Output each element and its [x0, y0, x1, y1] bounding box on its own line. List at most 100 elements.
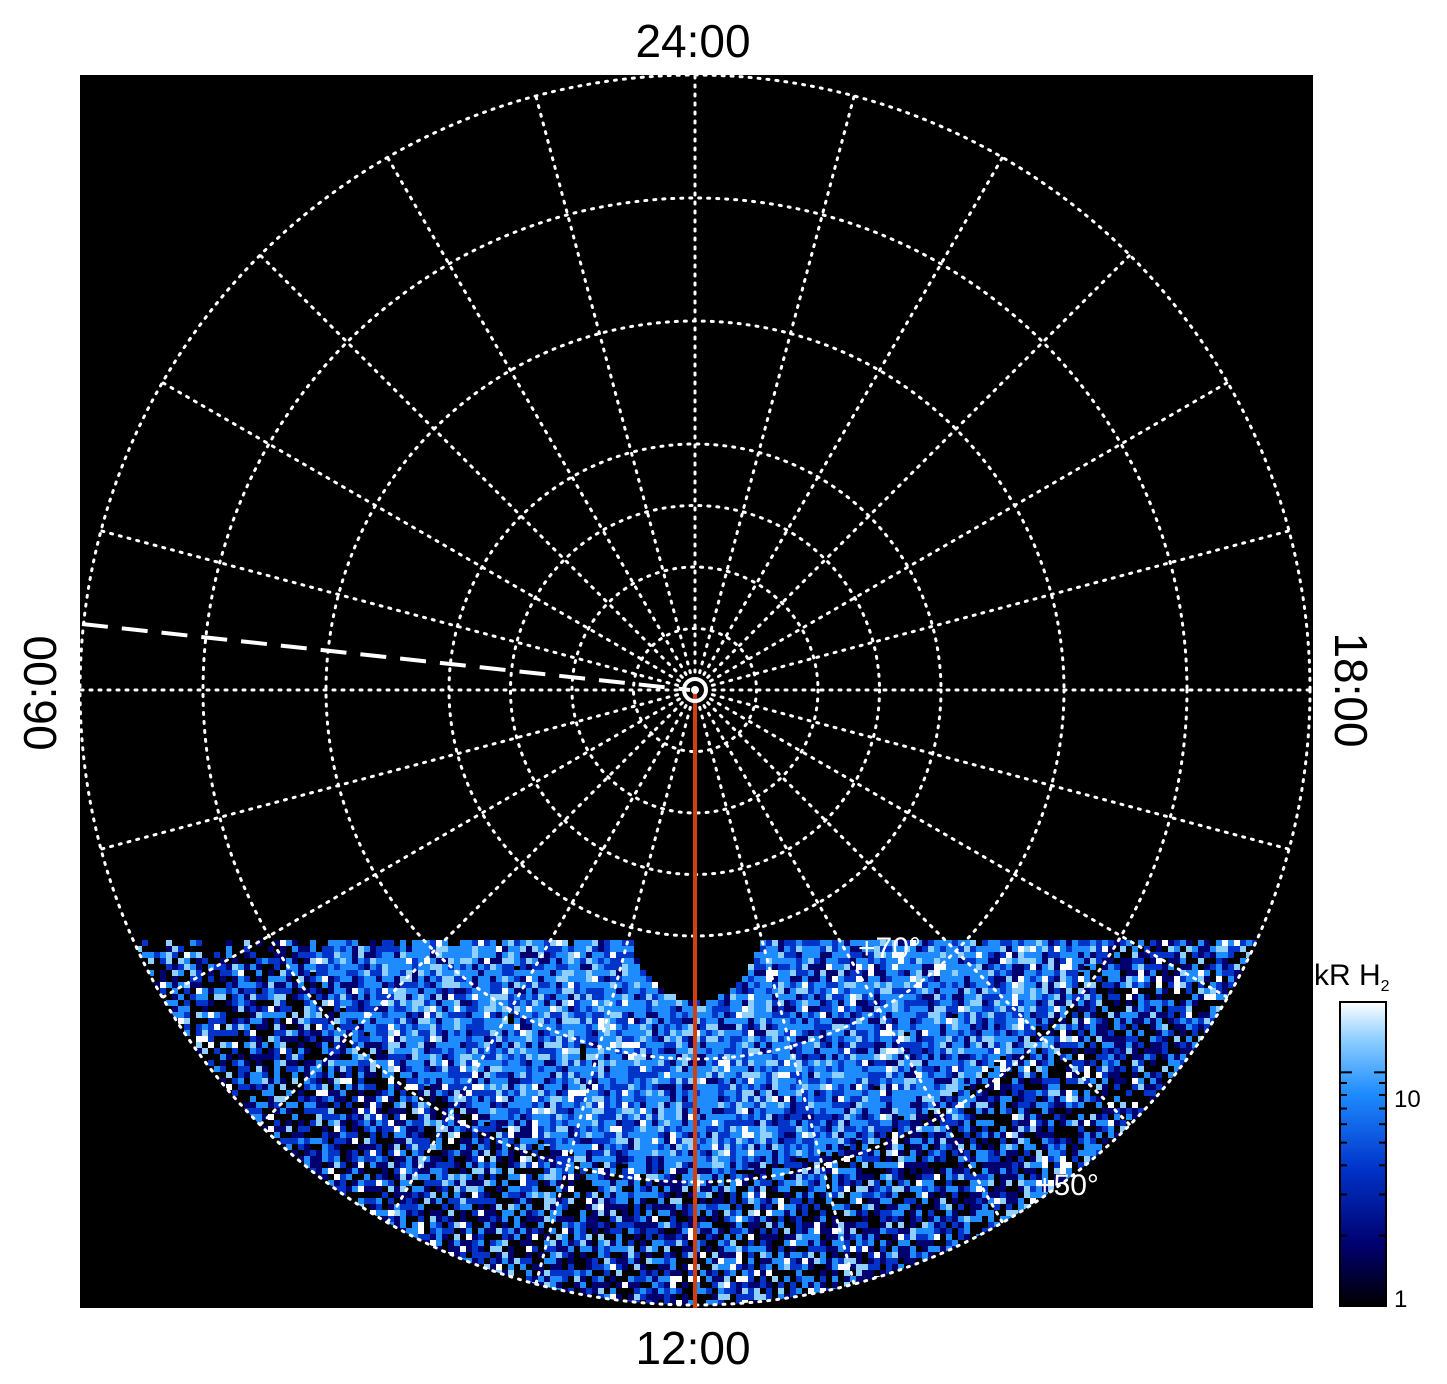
- emission-cell: [1096, 1114, 1102, 1120]
- emission-cell: [670, 1120, 676, 1134]
- emission-cell: [1150, 1072, 1156, 1078]
- emission-cell: [406, 1132, 412, 1138]
- emission-cell: [388, 1150, 394, 1156]
- emission-cell: [208, 976, 214, 982]
- emission-cell: [982, 1102, 988, 1108]
- emission-cell: [1036, 1060, 1042, 1066]
- emission-cell: [322, 982, 328, 988]
- emission-cell: [1198, 952, 1204, 958]
- emission-cell: [1216, 982, 1222, 988]
- emission-cell: [1012, 1054, 1018, 1060]
- emission-cell: [400, 1126, 406, 1132]
- emission-cell: [628, 1138, 634, 1152]
- emission-cell: [274, 1006, 280, 1012]
- emission-cell: [1156, 988, 1162, 994]
- emission-cell: [1018, 1114, 1024, 1120]
- emission-cell: [1084, 1066, 1090, 1072]
- emission-cell: [1186, 940, 1192, 946]
- emission-cell: [496, 1120, 502, 1126]
- emission-cell: [382, 1042, 388, 1048]
- emission-cell: [286, 982, 292, 988]
- emission-cell: [202, 994, 208, 1000]
- emission-cell: [508, 1132, 514, 1138]
- emission-cell: [1192, 952, 1198, 958]
- emission-cell: [358, 1144, 364, 1150]
- emission-cell: [274, 952, 280, 958]
- emission-cell: [340, 1126, 346, 1132]
- emission-cell: [322, 976, 328, 982]
- emission-cell: [1036, 1150, 1042, 1156]
- emission-cell: [1084, 1048, 1090, 1054]
- emission-cell: [298, 1030, 304, 1036]
- emission-cell: [340, 1078, 346, 1084]
- emission-cell: [292, 1066, 298, 1072]
- emission-cell: [1078, 1114, 1084, 1120]
- emission-cell: [628, 1156, 634, 1162]
- emission-cell: [1246, 940, 1252, 946]
- emission-cell: [1054, 1156, 1060, 1162]
- emission-cell: [400, 1060, 406, 1066]
- emission-cell: [244, 1066, 250, 1072]
- emission-cell: [430, 1114, 436, 1120]
- emission-cell: [256, 1078, 262, 1084]
- emission-cell: [1060, 1000, 1066, 1006]
- emission-cell: [922, 1102, 928, 1108]
- emission-cell: [196, 988, 202, 994]
- emission-cell: [538, 1126, 544, 1140]
- emission-cell: [514, 1132, 520, 1138]
- emission-cell: [1042, 1072, 1048, 1078]
- emission-cell: [1228, 946, 1234, 952]
- emission-cell: [400, 940, 406, 954]
- emission-cell: [406, 1138, 412, 1144]
- emission-cell: [436, 1120, 442, 1126]
- emission-cell: [274, 1096, 280, 1102]
- emission-cell: [328, 1036, 334, 1042]
- emission-cell: [208, 1030, 214, 1036]
- emission-cell: [334, 1114, 340, 1120]
- emission-cell: [334, 940, 340, 954]
- emission-cell: [364, 1102, 370, 1108]
- emission-cell: [1102, 1066, 1108, 1072]
- emission-cell: [364, 1144, 370, 1150]
- emission-cell: [874, 1138, 880, 1144]
- emission-cell: [1090, 1060, 1096, 1066]
- emission-cell: [334, 1018, 340, 1024]
- emission-cell: [298, 976, 304, 982]
- emission-cell: [1072, 1000, 1078, 1006]
- emission-cell: [184, 1006, 190, 1012]
- emission-cell: [358, 1042, 364, 1048]
- emission-cell: [472, 1120, 478, 1126]
- emission-cell: [964, 1012, 970, 1026]
- emission-cell: [1156, 1078, 1162, 1084]
- emission-cell: [790, 946, 796, 960]
- emission-cell: [334, 1150, 340, 1156]
- emission-cell: [1156, 952, 1162, 958]
- emission-cell: [970, 1084, 976, 1090]
- emission-cell: [592, 1012, 598, 1026]
- emission-cell: [364, 1054, 370, 1060]
- emission-cell: [412, 1072, 418, 1078]
- emission-cell: [484, 1144, 490, 1150]
- emission-cell: [520, 1156, 526, 1162]
- emission-cell: [358, 1114, 364, 1120]
- emission-cell: [1096, 1072, 1102, 1078]
- emission-cell: [190, 964, 196, 970]
- emission-cell: [1162, 1030, 1168, 1036]
- emission-cell: [1072, 1036, 1078, 1042]
- emission-cell: [706, 1000, 712, 1014]
- emission-cell: [310, 1150, 316, 1156]
- emission-cell: [232, 1018, 238, 1024]
- emission-cell: [1060, 1006, 1066, 1012]
- emission-cell: [490, 1114, 496, 1120]
- emission-cell: [784, 970, 790, 984]
- emission-cell: [598, 1018, 604, 1032]
- emission-cell: [286, 1102, 292, 1108]
- emission-cell: [1030, 1060, 1036, 1066]
- emission-cell: [928, 1150, 934, 1156]
- emission-cell: [772, 1114, 778, 1128]
- emission-cell: [976, 1150, 982, 1156]
- emission-cell: [886, 964, 892, 978]
- emission-cell: [322, 1108, 328, 1114]
- emission-cell: [172, 982, 178, 988]
- emission-cell: [304, 1006, 310, 1012]
